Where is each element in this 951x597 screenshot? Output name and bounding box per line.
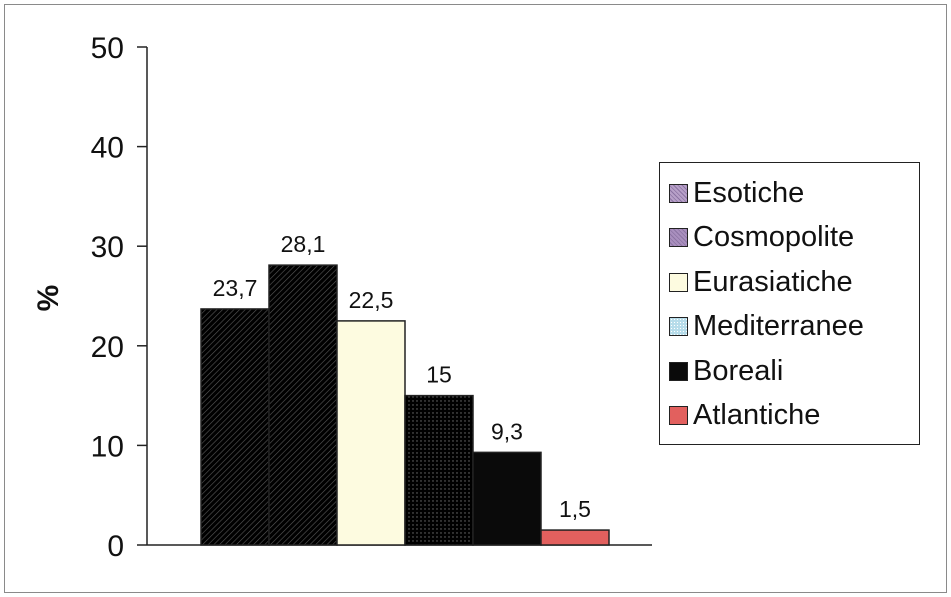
y-tick-label: 30 xyxy=(91,231,124,264)
legend-swatch xyxy=(669,406,688,426)
legend-swatch xyxy=(669,272,688,292)
y-tick-label: 40 xyxy=(91,132,124,165)
legend-swatch xyxy=(669,317,688,337)
legend-label: Esotiche xyxy=(693,176,805,209)
bar-esotiche xyxy=(200,308,270,546)
legend-item-atlantiche: Atlantiche xyxy=(669,394,919,439)
legend: Esotiche Cosmopolite Eurasiatiche Mediterra… xyxy=(659,162,920,445)
legend-swatch xyxy=(669,183,688,203)
legend-label: Cosmopolite xyxy=(693,221,855,254)
data-label-cosmopolite: 28,1 xyxy=(281,231,326,257)
y-tick-label: 0 xyxy=(107,530,124,563)
bar-cosmopolite xyxy=(268,264,338,546)
bar-eurasiatiche xyxy=(336,320,406,546)
legend-label: Atlantiche xyxy=(693,399,821,432)
y-tick-label: 20 xyxy=(91,331,124,364)
bar-boreali xyxy=(472,451,542,546)
legend-item-mediterranee: Mediterranee xyxy=(669,305,919,350)
y-tick-label: 10 xyxy=(91,430,124,463)
data-label-boreali: 9,3 xyxy=(491,418,523,444)
legend-swatch xyxy=(669,361,688,381)
legend-item-eurasiatiche: Eurasiatiche xyxy=(669,260,919,305)
data-labels: 23,7 28,1 22,5 15 9,3 1,5 xyxy=(213,231,591,522)
bar-atlantiche xyxy=(540,529,610,546)
y-axis-label: % xyxy=(32,285,65,312)
legend-label: Boreali xyxy=(693,354,784,387)
data-label-mediterranee: 15 xyxy=(426,362,452,388)
legend-item-cosmopolite: Cosmopolite xyxy=(669,216,919,261)
bars xyxy=(200,264,610,546)
legend-label: Mediterranee xyxy=(693,310,864,343)
y-tick-label: 50 xyxy=(91,32,124,65)
bar-mediterranee xyxy=(404,394,474,546)
legend-swatch xyxy=(669,228,688,248)
data-label-atlantiche: 1,5 xyxy=(559,496,591,522)
legend-label: Eurasiatiche xyxy=(693,265,853,298)
legend-item-esotiche: Esotiche xyxy=(669,171,919,216)
data-label-esotiche: 23,7 xyxy=(213,275,258,301)
data-label-eurasiatiche: 22,5 xyxy=(349,287,394,313)
y-ticks: 0 10 20 30 40 50 xyxy=(91,32,147,563)
legend-item-boreali: Boreali xyxy=(669,349,919,394)
